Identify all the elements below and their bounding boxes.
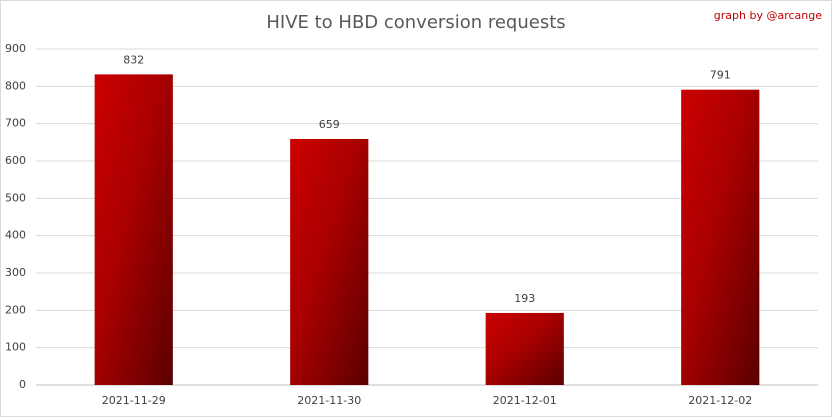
x-tick-label: 2021-11-29 — [102, 394, 166, 407]
y-tick-label: 0 — [19, 378, 26, 391]
y-tick-label: 300 — [5, 266, 26, 279]
y-tick-label: 700 — [5, 117, 26, 130]
bar — [485, 312, 564, 385]
x-tick-label: 2021-12-02 — [688, 394, 752, 407]
y-tick-label: 400 — [5, 229, 26, 242]
data-label: 659 — [319, 118, 340, 131]
y-tick-label: 900 — [5, 42, 26, 55]
y-tick-label: 100 — [5, 341, 26, 354]
bar — [94, 74, 173, 386]
bar — [290, 138, 369, 385]
data-label: 791 — [710, 69, 731, 82]
bar — [681, 89, 760, 386]
x-tick-label: 2021-11-30 — [297, 394, 361, 407]
y-tick-label: 600 — [5, 154, 26, 167]
data-label: 193 — [514, 292, 535, 305]
y-tick-label: 500 — [5, 191, 26, 204]
annotation: graph by @arcange — [714, 9, 822, 22]
y-tick-label: 200 — [5, 303, 26, 316]
chart-title: HIVE to HBD conversion requests — [266, 12, 565, 33]
data-label: 832 — [123, 53, 144, 66]
x-tick-label: 2021-12-01 — [493, 394, 557, 407]
y-tick-label: 800 — [5, 79, 26, 92]
